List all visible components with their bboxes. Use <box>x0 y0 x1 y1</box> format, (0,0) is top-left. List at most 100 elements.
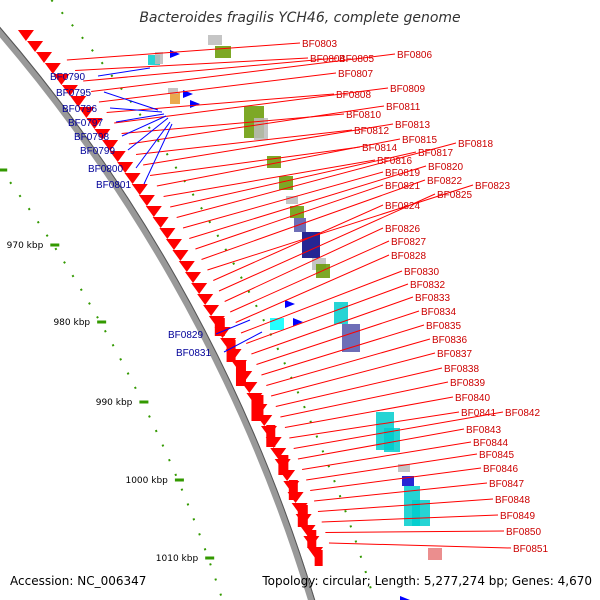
gene-label-bf0843: BF0843 <box>466 425 501 436</box>
forward-label-leader <box>75 57 309 71</box>
forward-label-leader <box>163 159 376 197</box>
map-title: Bacteroides fragilis YCH46, complete gen… <box>139 10 461 26</box>
feature-box <box>384 428 400 452</box>
gene-label-bf0822: BF0822 <box>427 176 462 187</box>
forward-gene-block <box>288 480 298 500</box>
forward-label-leader <box>98 72 337 103</box>
forward-gene-arrow <box>185 272 202 283</box>
forward-gene-arrow <box>17 30 34 41</box>
gene-label-bf0821: BF0821 <box>385 181 420 192</box>
forward-gene-arrow <box>203 305 220 316</box>
gene-label-bf0836: BF0836 <box>432 335 467 346</box>
forward-gene-arrow <box>70 96 87 107</box>
gene-label-bf0835: BF0835 <box>426 321 461 332</box>
forward-label-leader <box>230 240 390 313</box>
gene-label-bf0799: BF0799 <box>80 146 115 157</box>
forward-gene-arrow <box>53 74 70 85</box>
feature-box <box>148 55 160 65</box>
gene-label-bf0804: BF0804 <box>310 54 345 65</box>
forward-gene-block <box>314 550 323 566</box>
gene-label-bf0790: BF0790 <box>50 72 85 83</box>
forward-label-leader <box>83 57 338 82</box>
forward-label-leader <box>261 324 425 376</box>
forward-gene-arrow <box>27 41 44 52</box>
forward-label-leader <box>201 179 426 260</box>
gene-label-bf0849: BF0849 <box>500 511 535 522</box>
reverse-gene-arrow <box>285 300 295 308</box>
reverse-label-leader <box>143 123 173 185</box>
feature-box <box>286 196 298 204</box>
genome-summary: Topology: circular; Length: 5,277,274 bp… <box>262 574 592 588</box>
forward-label-leader <box>143 123 394 166</box>
reverse-label-leader <box>135 121 171 169</box>
forward-gene-block <box>266 425 276 447</box>
feature-box <box>290 206 304 218</box>
forward-gene-block <box>307 530 317 548</box>
forward-gene-block <box>235 360 246 386</box>
gene-label-bf0829: BF0829 <box>168 330 203 341</box>
gene-label-bf0840: BF0840 <box>455 393 490 404</box>
forward-label-leader <box>195 184 384 250</box>
forward-label-leader <box>207 184 474 271</box>
gene-label-bf0816: BF0816 <box>377 156 412 167</box>
forward-gene-arrow <box>61 85 78 96</box>
forward-gene-arrow <box>131 184 148 195</box>
forward-label-leader <box>91 53 396 92</box>
gene-label-bf0808: BF0808 <box>336 90 371 101</box>
forward-label-leader <box>114 87 389 124</box>
gene-label-bf0841: BF0841 <box>461 408 496 419</box>
forward-gene-arrow <box>197 294 214 305</box>
forward-label-leader <box>213 204 384 281</box>
forward-label-leader <box>310 467 482 491</box>
feature-box <box>270 318 284 330</box>
scale-label: 990 kbp <box>96 398 133 408</box>
gene-label-bf0801: BF0801 <box>96 180 131 191</box>
forward-gene-arrow <box>124 173 141 184</box>
gene-label-bf0798: BF0798 <box>74 132 109 143</box>
forward-gene-arrow <box>86 118 103 129</box>
forward-gene-arrow <box>145 206 162 217</box>
feature-box <box>342 324 360 352</box>
forward-gene-arrow <box>165 239 182 250</box>
feature-box <box>155 52 163 64</box>
forward-label-leader <box>321 514 499 523</box>
forward-label-leader <box>182 171 384 229</box>
feature-box <box>168 88 178 94</box>
reverse-gene-arrow <box>170 50 180 58</box>
forward-label-leader <box>246 283 409 344</box>
forward-gene-arrow <box>109 151 126 162</box>
forward-gene-arrow <box>270 448 287 459</box>
forward-gene-block <box>226 340 236 362</box>
forward-label-leader <box>280 381 449 418</box>
forward-label-leader <box>235 254 390 323</box>
feature-box <box>208 35 222 45</box>
forward-label-leader <box>297 428 465 460</box>
forward-label-leader <box>251 296 414 355</box>
forward-gene-arrow <box>94 129 111 140</box>
forward-gene-block <box>214 318 225 336</box>
forward-label-leader <box>325 530 505 533</box>
gene-label-bf0833: BF0833 <box>415 293 450 304</box>
forward-label-leader <box>106 93 335 113</box>
feature-box <box>428 548 442 560</box>
forward-gene-arrow <box>152 217 169 228</box>
gene-label-bf0826: BF0826 <box>385 224 420 235</box>
gene-label-bf0846: BF0846 <box>483 464 518 475</box>
reverse-label-leader <box>121 115 167 137</box>
forward-gene-arrow <box>44 63 61 74</box>
forward-label-leader <box>266 338 431 386</box>
feature-box <box>402 476 414 486</box>
forward-label-leader <box>314 482 488 502</box>
reverse-label-leader <box>215 319 251 335</box>
gene-label-bf0817: BF0817 <box>418 148 453 159</box>
feature-box <box>170 92 180 104</box>
forward-label-leader <box>284 396 454 428</box>
forward-label-leader <box>317 498 494 512</box>
gene-label-bf0830: BF0830 <box>404 267 439 278</box>
gene-label-bf0834: BF0834 <box>421 307 456 318</box>
scale-label: 1010 kbp <box>156 554 199 564</box>
gene-label-bf0831: BF0831 <box>176 348 211 359</box>
forward-gene-arrow <box>159 228 176 239</box>
